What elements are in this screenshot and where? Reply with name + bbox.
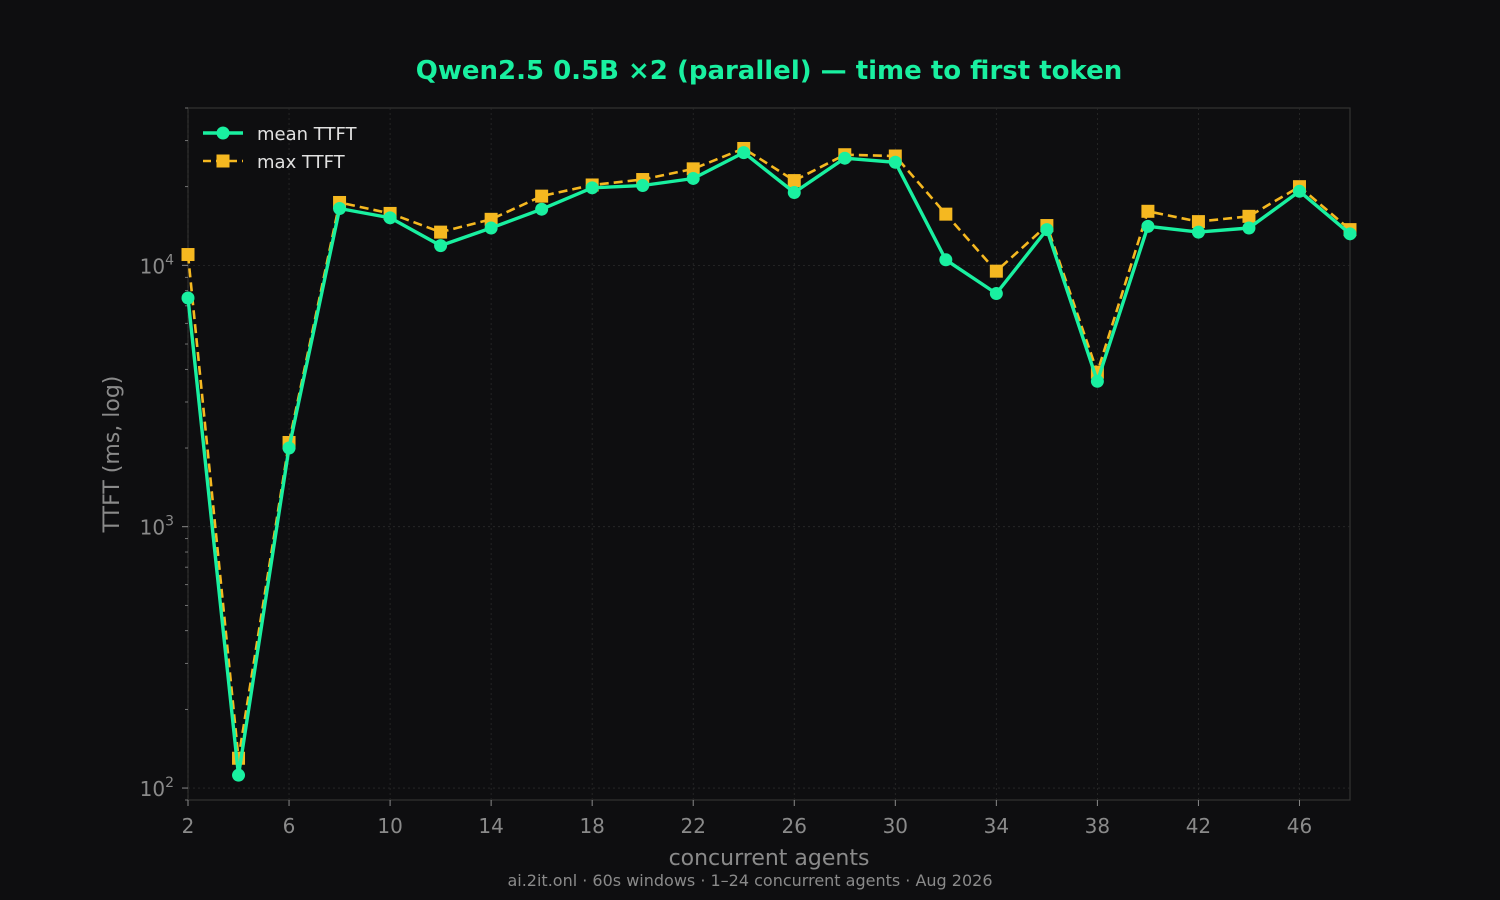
data-point: [383, 211, 397, 225]
x-tick-label: 34: [984, 814, 1009, 838]
data-point: [282, 441, 296, 455]
data-point: [1191, 225, 1205, 239]
data-point: [484, 221, 498, 235]
data-point: [989, 264, 1003, 278]
x-tick-label: 26: [782, 814, 807, 838]
data-point: [888, 155, 902, 169]
x-tick-label: 46: [1287, 814, 1312, 838]
series-line: [186, 147, 1351, 760]
footer-note: ai.2it.onl · 60s windows · 1–24 concurre…: [507, 871, 992, 890]
y-tick-label: 104: [140, 252, 174, 278]
data-point: [1191, 215, 1205, 229]
data-point: [838, 151, 852, 165]
legend: mean TTFT max TTFT: [203, 124, 357, 173]
data-point: [535, 202, 549, 216]
data-point: [989, 287, 1003, 301]
data-point: [333, 202, 347, 216]
legend-marker: [216, 154, 230, 168]
data-point: [1343, 227, 1357, 241]
series-mean-ttft: [181, 146, 1357, 782]
y-axis: 102 103 104: [140, 107, 188, 801]
x-tick-label: 2: [182, 814, 195, 838]
data-point: [686, 171, 700, 185]
x-axis-label: concurrent agents: [669, 846, 870, 871]
data-point: [787, 174, 801, 188]
x-axis: 2 6 10 14 18 22 26 30 34 38 42 46: [182, 800, 1312, 838]
legend-item: mean TTFT: [203, 124, 357, 145]
legend-item: max TTFT: [203, 152, 346, 173]
data-point: [787, 185, 801, 199]
x-tick-label: 10: [377, 814, 402, 838]
data-point: [737, 146, 751, 160]
x-tick-label: 22: [680, 814, 705, 838]
legend-marker: [216, 126, 230, 140]
data-point: [181, 291, 195, 305]
data-point: [939, 253, 953, 267]
data-point: [636, 179, 650, 193]
data-point: [939, 207, 953, 221]
y-tick-label: 103: [140, 514, 174, 540]
legend-label: mean TTFT: [257, 124, 357, 145]
data-point: [434, 239, 448, 253]
x-tick-label: 14: [478, 814, 503, 838]
x-tick-label: 30: [883, 814, 908, 838]
series-layer: [181, 141, 1357, 782]
legend-label: max TTFT: [257, 152, 346, 173]
data-point: [535, 189, 549, 203]
data-point: [1292, 184, 1306, 198]
data-point: [1242, 209, 1256, 223]
data-point: [434, 225, 448, 239]
y-tick-label: 102: [140, 775, 174, 801]
chart-title: Qwen2.5 0.5B ×2 (parallel) — time to fir…: [416, 56, 1123, 86]
x-tick-label: 18: [579, 814, 604, 838]
y-axis-label: TTFT (ms, log): [100, 376, 125, 534]
data-point: [1242, 221, 1256, 235]
series-line: [186, 150, 1352, 777]
data-point: [585, 181, 599, 195]
x-tick-label: 38: [1085, 814, 1110, 838]
x-tick-label: 6: [283, 814, 296, 838]
grid: [187, 108, 1350, 800]
data-point: [1141, 219, 1155, 233]
data-point: [1141, 204, 1155, 218]
x-tick-label: 42: [1186, 814, 1211, 838]
data-point: [232, 768, 246, 782]
data-point: [1040, 223, 1054, 237]
data-point: [686, 162, 700, 176]
data-point: [1090, 374, 1104, 388]
data-point: [181, 248, 195, 262]
